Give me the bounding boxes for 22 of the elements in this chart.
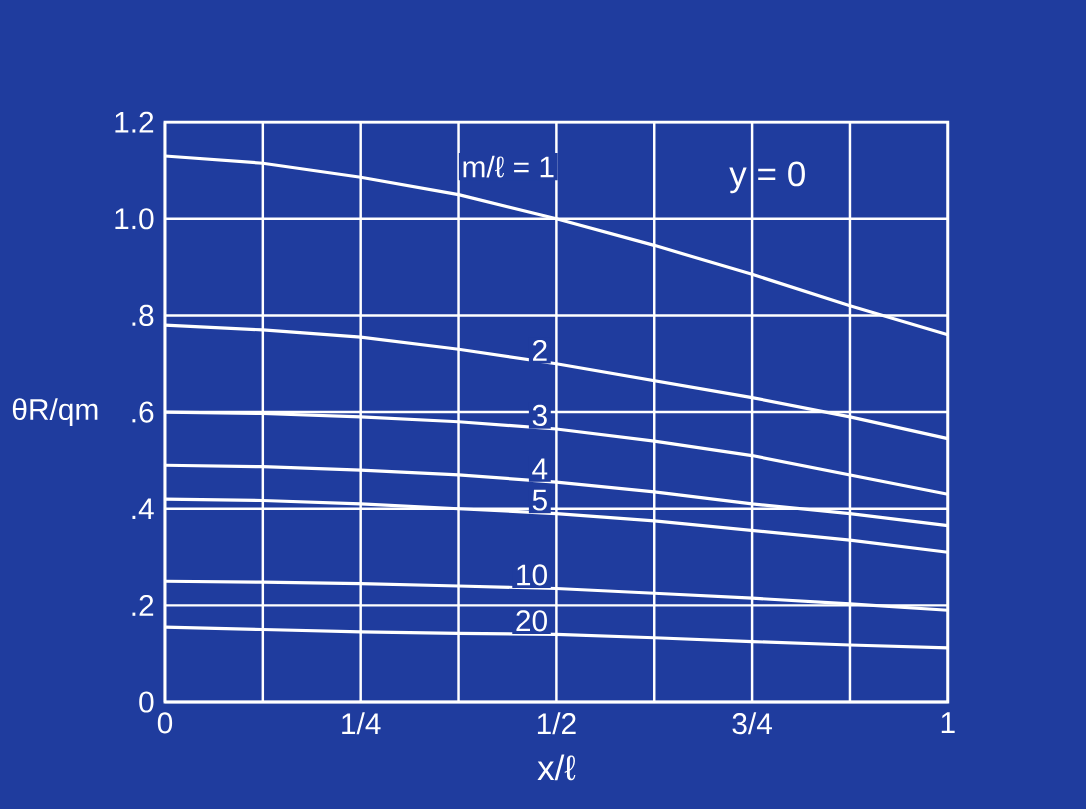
series-label: 5 <box>532 489 547 511</box>
y-tick-label: .6 <box>132 401 154 423</box>
y-tick-label: .8 <box>132 304 154 327</box>
series-label: 3 <box>532 404 547 427</box>
y-tick-label: 1.0 <box>115 208 154 230</box>
y-tick-label: .4 <box>132 498 154 519</box>
x-tick-label: 1/2 <box>537 712 576 735</box>
x-axis-title: x/ℓ <box>537 754 576 781</box>
x-tick-label: 0 <box>157 712 173 734</box>
series-label: 20 <box>516 610 547 632</box>
series-label: 2 <box>533 339 547 361</box>
annotation: y = 0 <box>729 161 805 194</box>
series-label: 10 <box>517 564 547 586</box>
x-tick-label: 1/4 <box>342 712 381 735</box>
x-tick-label: 3/4 <box>732 712 772 735</box>
y-tick-label: 0 <box>139 691 154 713</box>
y-axis-title: θR/qm <box>12 398 98 426</box>
y-tick-label: 1.2 <box>115 111 154 133</box>
series-label: m/ℓ = 1 <box>463 155 554 178</box>
x-tick-label: 1 <box>941 712 955 733</box>
series-label: 4 <box>532 458 548 480</box>
y-tick-label: .2 <box>132 594 154 616</box>
